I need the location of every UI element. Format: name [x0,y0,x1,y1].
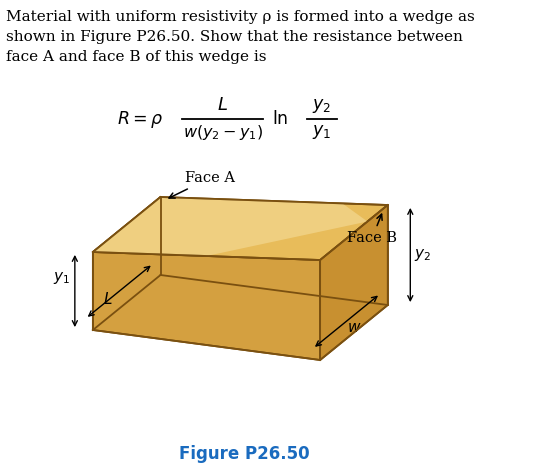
Text: $y_1$: $y_1$ [312,123,332,141]
Text: $w$: $w$ [347,320,362,335]
Polygon shape [93,197,368,256]
Text: Material with uniform resistivity ρ is formed into a wedge as
shown in Figure P2: Material with uniform resistivity ρ is f… [7,10,475,64]
Text: $L$: $L$ [103,291,113,307]
Polygon shape [93,252,320,360]
Text: Figure P26.50: Figure P26.50 [179,445,310,463]
Text: Face A: Face A [169,171,235,198]
Text: $R = \rho$: $R = \rho$ [117,109,163,129]
Polygon shape [320,205,388,360]
Text: Face B: Face B [347,214,397,245]
Text: $y_1$: $y_1$ [53,270,71,286]
Text: $w(y_2-y_1)$: $w(y_2-y_1)$ [183,123,263,142]
Text: $L$: $L$ [217,96,228,114]
Text: $y_2$: $y_2$ [414,247,431,263]
Polygon shape [93,197,161,330]
Polygon shape [93,197,388,260]
Text: $y_2$: $y_2$ [312,97,332,115]
Text: $\ln$: $\ln$ [273,110,289,128]
